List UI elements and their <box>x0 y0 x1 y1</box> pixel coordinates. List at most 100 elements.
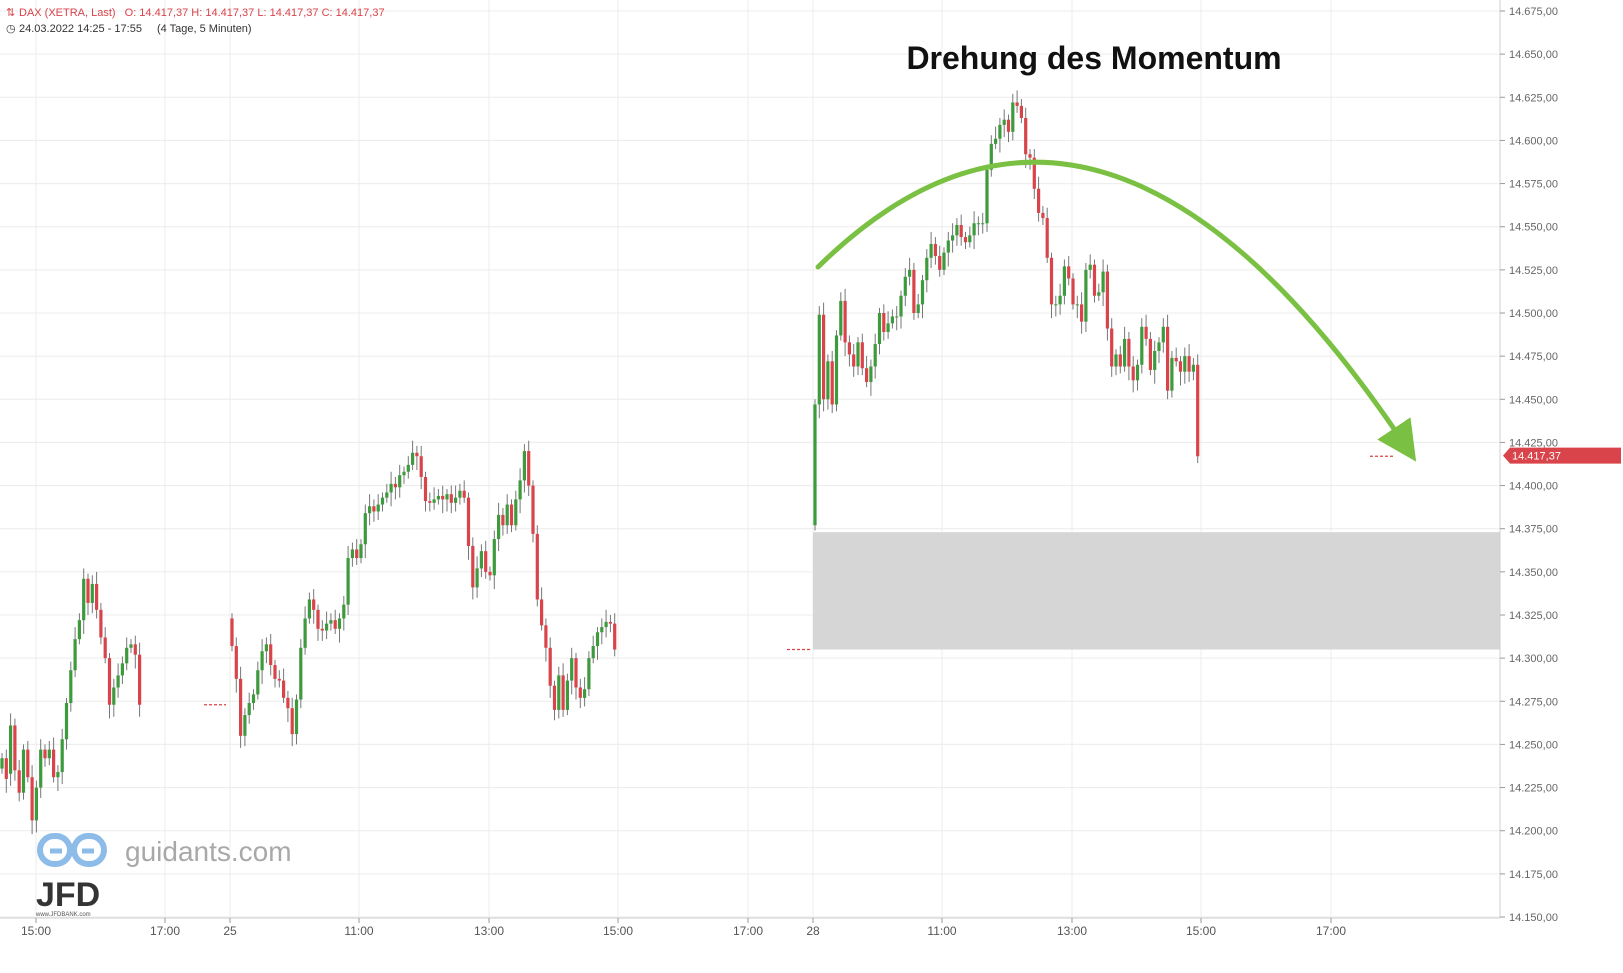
candle-body <box>933 243 937 257</box>
candle-body <box>843 300 847 343</box>
candle-body <box>518 480 522 500</box>
candle-body <box>968 235 972 243</box>
candle-body <box>112 687 116 705</box>
candle-body <box>1019 105 1023 118</box>
clock-icon: ◷ <box>6 23 16 35</box>
candle-body <box>895 316 899 318</box>
y-tick-label: 14.625,00 <box>1509 92 1558 104</box>
candle-body <box>273 665 277 679</box>
candle-body <box>350 549 354 559</box>
candle-body <box>1118 354 1122 367</box>
y-tick-label: 14.525,00 <box>1509 265 1558 277</box>
support-zone <box>813 532 1500 650</box>
candle-body <box>912 269 916 313</box>
candle-body <box>951 235 955 241</box>
candle-body <box>574 658 578 688</box>
candle-body <box>826 361 830 400</box>
watermark-brand-url: www.JFDBANK.com <box>35 912 91 918</box>
candle-body <box>458 490 462 498</box>
x-tick-label: 17:00 <box>733 924 763 938</box>
jfd-logo-icon <box>37 833 107 867</box>
gridlines <box>0 0 1500 918</box>
candle-body <box>342 604 346 619</box>
candle-body <box>307 599 311 619</box>
candle-body <box>445 494 449 500</box>
candlestick-icon: ⇅ <box>6 7 16 19</box>
candle-body <box>1088 264 1092 270</box>
candle-body <box>587 658 591 690</box>
candle-body <box>290 708 294 735</box>
candle-body <box>1054 304 1058 306</box>
candle-body <box>497 514 501 540</box>
momentum-arrow-curve <box>815 159 1417 462</box>
candle-body <box>320 628 324 631</box>
candle-body <box>1015 102 1019 106</box>
candle-body <box>52 749 56 778</box>
candle-body <box>462 490 466 498</box>
candle-body <box>899 295 903 317</box>
candle-body <box>484 551 488 572</box>
candle-body <box>107 658 112 705</box>
candle-body <box>583 689 587 698</box>
candle-body <box>976 223 980 225</box>
candle-body <box>475 568 479 588</box>
candle-body <box>479 551 483 569</box>
candle-body <box>1045 218 1049 258</box>
candle-body <box>56 772 60 778</box>
candle-body <box>1024 117 1028 155</box>
x-tick-label: 13:00 <box>1057 924 1087 938</box>
candle-body <box>1178 361 1183 372</box>
candle-body <box>393 483 397 488</box>
y-tick-label: 14.425,00 <box>1509 437 1558 449</box>
y-tick-label: 14.400,00 <box>1509 481 1558 493</box>
candle-body <box>591 646 595 659</box>
y-tick-label: 14.475,00 <box>1509 351 1558 363</box>
candle-body <box>26 749 30 778</box>
candle-body <box>406 464 410 472</box>
candle-body <box>514 499 518 526</box>
candle-body <box>380 497 385 505</box>
y-tick-label: 14.350,00 <box>1509 567 1558 579</box>
candle-body <box>286 697 290 709</box>
candle-body <box>509 504 514 526</box>
candle-body <box>492 539 496 576</box>
candle-body <box>423 476 428 502</box>
candle-body <box>77 620 81 640</box>
candle-body <box>39 749 43 788</box>
y-tick-label: 14.375,00 <box>1509 524 1558 536</box>
candle-body <box>419 456 423 477</box>
last-price-tag: 14.417,37 <box>1503 447 1621 464</box>
candle-body <box>411 452 415 465</box>
candle-body <box>1187 356 1191 372</box>
candle-body <box>501 514 505 526</box>
x-tick-label: 13:00 <box>474 924 504 938</box>
y-tick-label: 14.250,00 <box>1509 739 1558 751</box>
x-tick-label: 28 <box>806 924 820 938</box>
y-tick-label: 14.225,00 <box>1509 783 1558 795</box>
candle-body <box>299 647 303 700</box>
y-tick-label: 14.650,00 <box>1509 49 1558 61</box>
candle-body <box>955 224 959 236</box>
candle-body <box>963 237 968 243</box>
candle-body <box>847 342 851 355</box>
candle-body <box>1196 364 1200 457</box>
candle-body <box>316 609 320 629</box>
candle-body <box>1062 266 1066 296</box>
y-tick-label: 14.675,00 <box>1509 6 1558 18</box>
candle-body <box>882 313 886 332</box>
candle-body <box>1170 357 1174 391</box>
candle-body <box>505 504 509 526</box>
annotation-title: Drehung des Momentum <box>906 40 1281 76</box>
candle-body <box>368 506 372 514</box>
candle-body <box>1011 102 1015 132</box>
candle-body <box>916 304 920 313</box>
candle-body <box>1037 188 1041 213</box>
candle-body <box>333 620 337 629</box>
candle-body <box>1174 357 1178 362</box>
instrument-name: DAX (XETRA, Last) <box>19 7 116 19</box>
candle-body <box>920 280 925 305</box>
candle-body <box>90 583 94 603</box>
candle-body <box>985 169 989 224</box>
candle-body <box>1002 119 1006 125</box>
candle-body <box>260 651 264 671</box>
